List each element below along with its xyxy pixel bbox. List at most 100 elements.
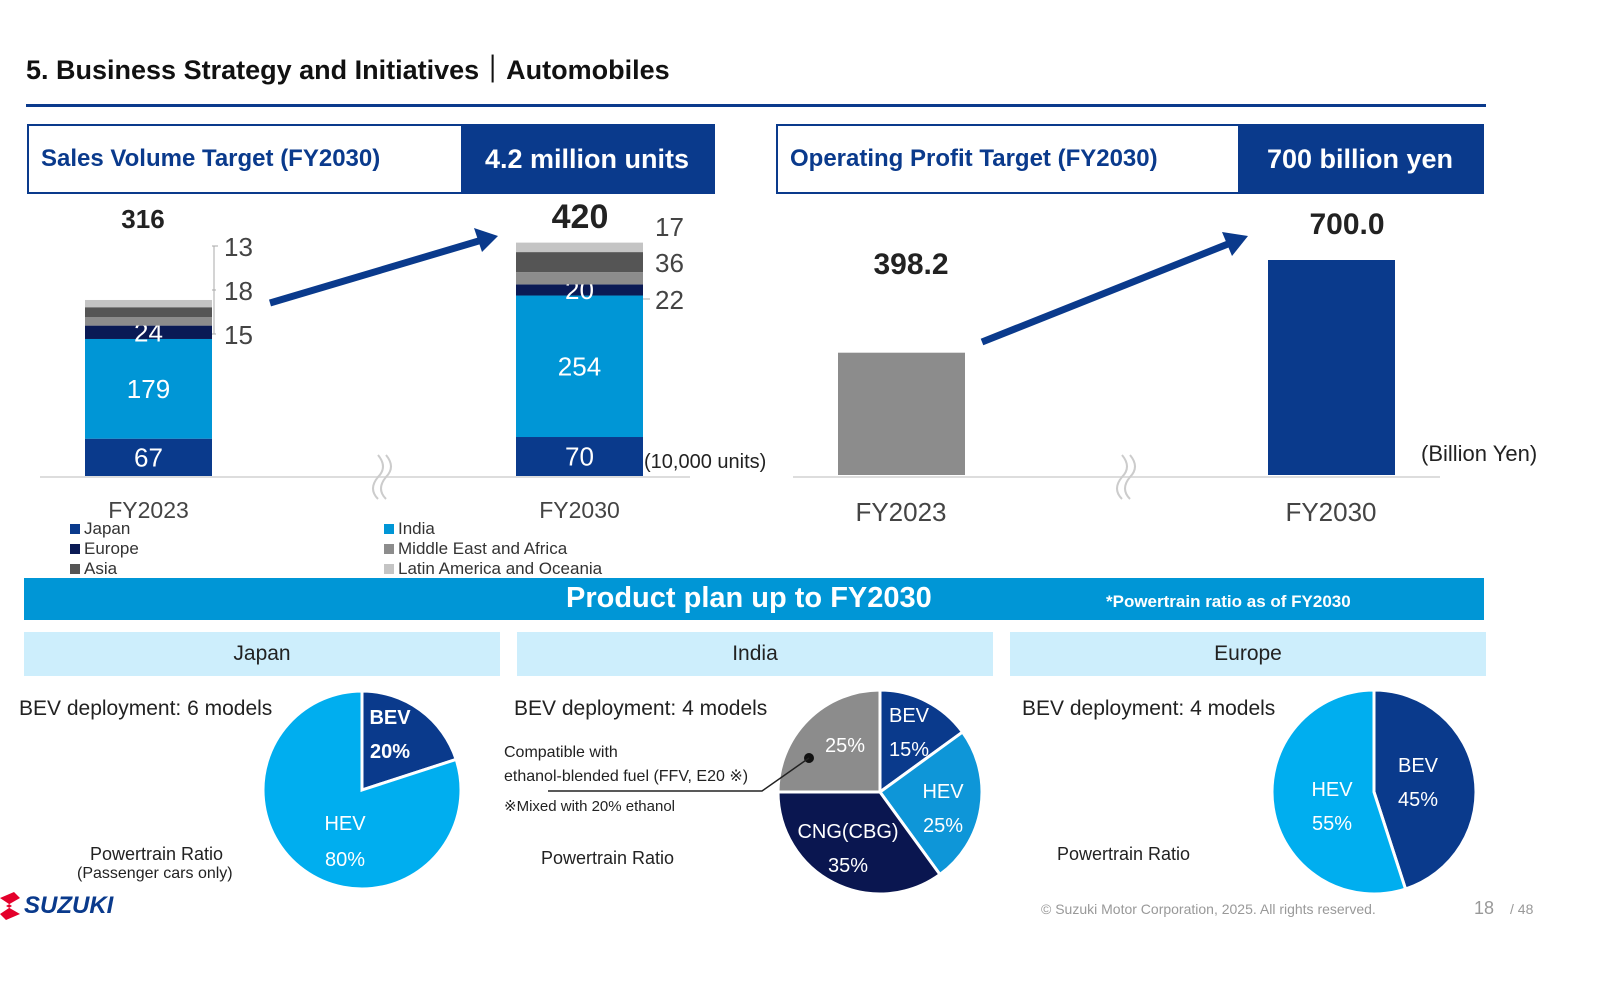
sales-legend-2: India Middle East and Africa Latin America… [384,519,602,579]
legend-swatch [384,564,394,574]
legend-item: Europe [70,539,139,559]
pie-label: HEV [922,781,964,803]
legend-swatch [384,544,394,554]
bar-latin-america-and-oceania-FY2023 [85,299,212,308]
bar-value-label: 254 [558,351,601,381]
legend-item: India [384,519,602,539]
copyright: © Suzuki Motor Corporation, 2025. All ri… [1041,901,1376,917]
profit-value-label: 398.2 [873,248,948,281]
india-callout-line1: Compatible with [504,744,618,761]
legend-label: Middle East and Africa [398,539,568,558]
pie-percent-label: 35% [828,855,868,877]
bar-value-label: 70 [565,442,594,472]
axis-break-icon [372,454,392,500]
bar-asia-FY2030 [516,252,643,273]
bar-japan-FY2023 [85,438,212,476]
profit-bar-FY2023 [838,352,965,475]
pie-slice-india-bev [878,688,965,795]
bar-side-label: 15 [224,320,253,350]
legend-swatch [384,524,394,534]
pie-slice-india-hev [877,729,984,877]
powertrain-note: *Powertrain ratio as of FY2030 [1106,592,1351,611]
page-number: 18 [1474,898,1495,918]
bar-latin-america-and-oceania-FY2030 [516,242,643,253]
bar-side-label: 18 [224,276,253,306]
legend-label: Asia [84,559,118,578]
pie-label: BEV [889,705,930,727]
legend-swatch [70,544,80,554]
legend-swatch [70,564,80,574]
pie-label: BEV [1398,755,1439,777]
axis-break-icon [1116,454,1136,500]
bar-value-label: 67 [134,442,163,472]
legend-label: Europe [84,539,139,558]
unit-label: (Billion Yen) [1421,441,1537,466]
growth-arrow [980,240,1230,346]
legend-item: Latin America and Oceania [384,559,602,579]
bar-total-label: 420 [552,198,609,236]
profit-target-label: Operating Profit Target (FY2030) [790,145,1158,172]
profit-target-box: Operating Profit Target (FY2030) 700 bil… [776,124,1484,194]
pie-slice-europe-hev [1270,688,1408,896]
bar-middle-east-and-africa-FY2030 [516,272,643,285]
callout-line [548,757,810,792]
legend-swatch [70,524,80,534]
legend-item: Asia [70,559,139,579]
japan-passenger-note: (Passenger cars only) [77,865,233,882]
india-footnote: ※Mixed with 20% ethanol [504,798,675,815]
profit-bar-FY2030 [1268,260,1395,475]
pie-slice-japan-hev [261,689,463,891]
legend-label: Japan [84,519,131,538]
sales-target-label: Sales Volume Target (FY2030) [41,145,381,172]
region-header-india: India [517,632,993,676]
pie-slice-india-other [776,688,882,794]
product-plan-banner: Product plan up to FY2030 *Powertrain ra… [24,578,1484,620]
bar-india-FY2023 [85,338,212,439]
bar-side-label: 22 [655,285,684,315]
legend-label: India [398,519,435,538]
unit-label: (10,000 units) [644,451,766,473]
suzuki-s-icon [0,892,20,920]
pie-label: BEV [369,707,411,729]
pie-slice-japan-bev [360,689,459,793]
suzuki-logo: SUZUKI [0,892,113,920]
legend-item: Middle East and Africa [384,539,602,559]
europe-powertrain-ratio: Powertrain Ratio [1057,844,1191,864]
pie-slice-europe-bev [1372,688,1478,891]
pie-percent-label: 25% [825,735,865,757]
x-tick-label: FY2030 [1285,497,1376,527]
pie-label: CNG(CBG) [797,821,898,843]
x-tick-label: FY2023 [108,497,189,523]
arrow-head [474,228,498,252]
bar-asia-FY2023 [85,307,212,318]
bar-value-label: 179 [127,374,170,404]
title-divider [26,104,1486,107]
pie-slice-india-cng(cbg) [776,790,943,896]
growth-arrow [269,236,483,307]
bar-europe-FY2030 [516,284,643,296]
arrow-head [1222,232,1248,256]
japan-bev-deployment: BEV deployment: 6 models [19,697,273,720]
india-bev-deployment: BEV deployment: 4 models [514,697,768,720]
page-total: / 48 [1510,901,1534,917]
bar-side-label: 17 [655,212,684,242]
pie-percent-label: 55% [1312,813,1352,835]
japan-powertrain-ratio: Powertrain Ratio [90,844,224,864]
pie-percent-label: 20% [370,741,410,763]
x-tick-label: FY2023 [855,497,946,527]
pie-percent-label: 25% [923,815,963,837]
pie-label: HEV [1311,779,1353,801]
sales-target-value: 4.2 million units [461,126,713,192]
europe-bev-deployment: BEV deployment: 4 models [1022,697,1276,720]
pie-percent-label: 80% [325,849,365,871]
leader-lines [212,245,218,335]
sales-legend: Japan Europe Asia [70,519,139,579]
legend-label: Latin America and Oceania [398,559,603,578]
product-plan-title: Product plan up to FY2030 [566,582,932,614]
logo-text: SUZUKI [24,892,114,919]
region-header-japan: Japan [24,632,500,676]
pie-label: HEV [324,813,366,835]
x-tick-label: FY2030 [539,497,620,523]
